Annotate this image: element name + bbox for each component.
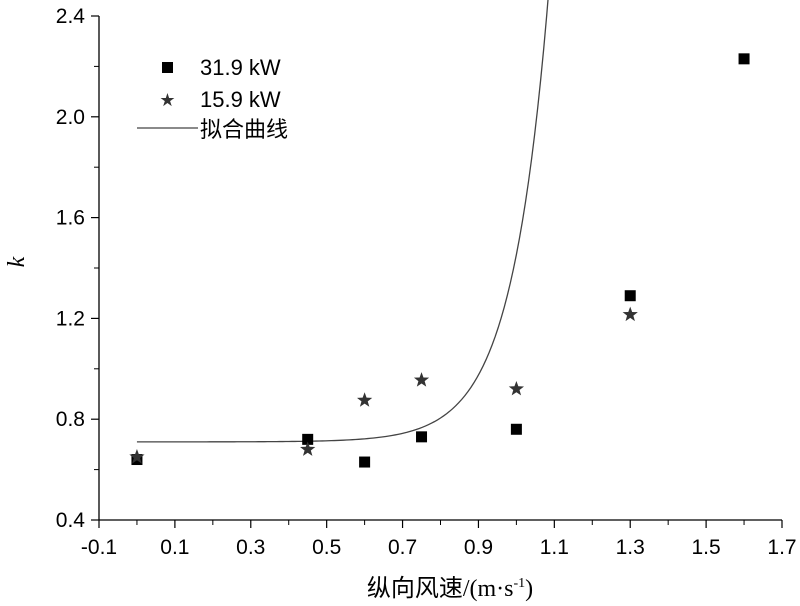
y-tick-label: 2.4 <box>56 5 86 28</box>
x-axis-title: 纵向风速/(m·s-1) <box>367 575 533 602</box>
x-tick-label: 0.5 <box>312 536 341 559</box>
legend-marker-square <box>162 62 173 73</box>
legend: 31.9 kW ★ 15.9 kW 拟合曲线 <box>137 55 288 142</box>
data-points-layer <box>129 53 750 468</box>
x-tick-label: 0.3 <box>236 536 265 559</box>
legend-label-series-1: 31.9 kW <box>200 55 281 80</box>
legend-label-series-2: 15.9 kW <box>200 87 281 112</box>
x-tick-label: 1.1 <box>540 536 569 559</box>
x-tick-label: 1.5 <box>692 536 721 559</box>
axes-layer: -0.1 0.1 0.3 0.5 0.7 0.9 1.1 1.3 1.5 1.7 0.4 0.8 1.2… <box>56 5 797 559</box>
y-tick-label: 1.2 <box>56 307 85 330</box>
data-point-series-1 <box>738 53 750 65</box>
x-tick-label: 0.9 <box>464 536 493 559</box>
data-point-series-2 <box>622 306 638 322</box>
fit-curve-layer <box>136 0 549 443</box>
x-tick-label: 0.1 <box>160 536 189 559</box>
data-point-series-1 <box>359 456 371 468</box>
data-point-series-1 <box>510 423 522 435</box>
y-tick-label: 0.4 <box>56 509 86 532</box>
data-point-series-2 <box>300 441 316 456</box>
legend-marker-star: ★ <box>159 90 175 111</box>
x-tick-label: 1.3 <box>616 536 645 559</box>
data-point-series-2 <box>413 372 430 387</box>
fit-curve <box>136 0 549 443</box>
x-tick-label: -0.1 <box>81 536 117 559</box>
legend-label-fit: 拟合曲线 <box>200 117 288 142</box>
x-tick-label: 1.7 <box>767 536 796 559</box>
data-point-series-2 <box>508 380 524 396</box>
y-tick-label: 2.0 <box>56 106 85 129</box>
y-tick-label: 0.8 <box>56 408 85 431</box>
y-axis-title: k <box>4 256 30 267</box>
data-point-series-1 <box>624 290 636 302</box>
data-point-series-2 <box>357 392 373 407</box>
data-point-series-2 <box>129 449 145 464</box>
x-tick-label: 0.7 <box>388 536 417 559</box>
data-point-series-1 <box>416 431 428 443</box>
y-tick-label: 1.6 <box>56 207 85 230</box>
data-point-series-1 <box>302 433 314 445</box>
